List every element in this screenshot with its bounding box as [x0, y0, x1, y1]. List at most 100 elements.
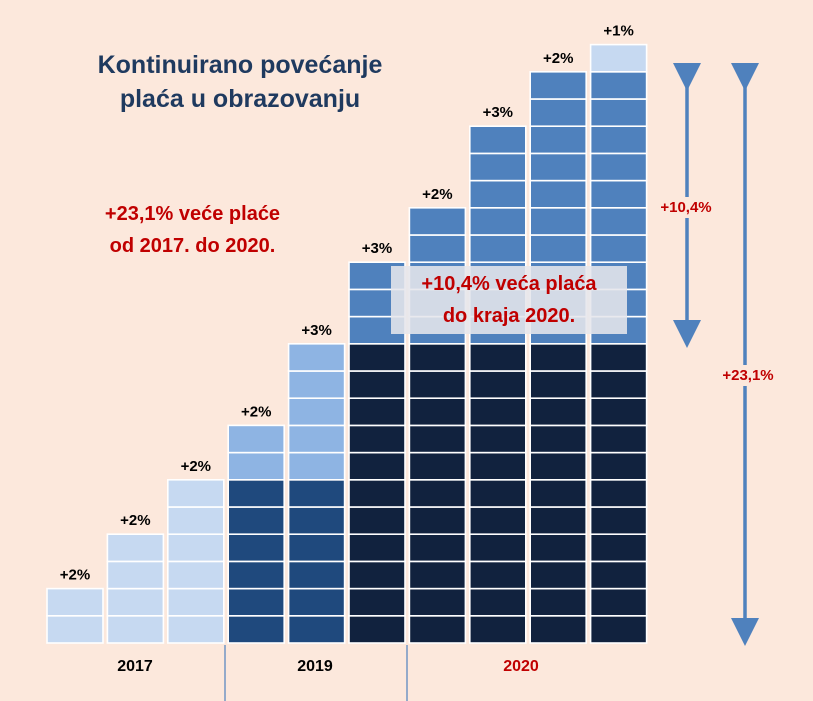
- increase-2020-note-line2: do kraja 2020.: [442, 305, 576, 327]
- bar-10-unit-19: [589, 125, 648, 155]
- increase-label-bar-7: +2%: [422, 186, 452, 203]
- bar-7-unit-10: [408, 370, 467, 400]
- bar-8-unit-18: [468, 152, 527, 182]
- bar-10-unit-4: [589, 533, 648, 563]
- bar-3-unit-5: [167, 506, 225, 536]
- bar-9-unit-16: [529, 207, 588, 236]
- increase-label-bar-1: +2%: [60, 567, 90, 584]
- bar-5-unit-9: [287, 397, 346, 427]
- bar-6-unit-6: [348, 478, 406, 508]
- increase-label-bar-5: +3%: [301, 322, 331, 339]
- bar-10-unit-16: [589, 207, 648, 236]
- bar-7-unit-9: [408, 397, 467, 427]
- bar-6-unit-11: [348, 342, 406, 372]
- arrows-group: [673, 63, 759, 646]
- bar-10-unit-5: [589, 506, 648, 536]
- bar-5-unit-4: [287, 533, 346, 563]
- bar-9-unit-7: [529, 451, 588, 481]
- bar-8-unit-6: [468, 478, 527, 508]
- total-increase-note: +23,1% veće plaće od 2017. do 2020.: [60, 198, 325, 262]
- bar-9-unit-11: [529, 342, 588, 372]
- bar-10-unit-1: [589, 614, 648, 644]
- bar-3-unit-4: [167, 533, 225, 563]
- bar-7-unit-2: [408, 587, 467, 617]
- year-label-2020: 2020: [503, 658, 539, 675]
- bar-7-unit-11: [408, 342, 467, 372]
- arrow-short-label: +10,4%: [654, 197, 718, 218]
- bar-10-unit-22: [589, 43, 648, 73]
- bar-10-unit-6: [589, 478, 648, 508]
- bar-6-unit-8: [348, 424, 406, 454]
- bar-9-unit-10: [529, 370, 588, 400]
- year-label-2017: 2017: [117, 658, 153, 675]
- bar-8-unit-5: [468, 506, 527, 536]
- bar-3-unit-6: [167, 478, 225, 508]
- bar-6-unit-10: [348, 370, 406, 400]
- bar-10-unit-17: [589, 179, 648, 209]
- increase-label-bar-9: +2%: [543, 50, 573, 67]
- bar-8-unit-2: [468, 587, 527, 617]
- bar-7-unit-1: [408, 614, 467, 644]
- bar-9-unit-6: [529, 478, 588, 508]
- bar-7-unit-7: [408, 451, 467, 481]
- bar-1-unit-2: [46, 587, 104, 617]
- increase-2020-note-line1: +10,4% veća plaća: [421, 273, 597, 295]
- bar-8-unit-10: [468, 370, 527, 400]
- bar-8-unit-7: [468, 451, 527, 481]
- bar-8-unit-11: [468, 342, 527, 372]
- bar-8-unit-4: [468, 533, 527, 563]
- bar-6-unit-7: [348, 451, 406, 481]
- bar-9-unit-8: [529, 424, 588, 454]
- bar-2-unit-1: [106, 614, 165, 644]
- bar-2-unit-4: [106, 533, 165, 563]
- bar-8-unit-3: [468, 560, 527, 590]
- bar-10-unit-7: [589, 451, 648, 481]
- increase-label-bar-2: +2%: [120, 512, 150, 529]
- bar-4-unit-8: [227, 424, 285, 454]
- bar-9-unit-5: [529, 506, 588, 536]
- bar-2-unit-2: [106, 587, 165, 617]
- bar-5-unit-8: [287, 424, 346, 454]
- bar-4-unit-1: [227, 614, 285, 644]
- bar-4-unit-6: [227, 478, 285, 508]
- bar-9-unit-19: [529, 125, 588, 155]
- bar-9-unit-1: [529, 614, 588, 644]
- bar-10-unit-8: [589, 424, 648, 454]
- increase-label-bar-10: +1%: [603, 23, 633, 40]
- bar-5-unit-2: [287, 587, 346, 617]
- bar-5-unit-10: [287, 370, 346, 400]
- bar-10-unit-15: [589, 234, 648, 264]
- bar-5-unit-3: [287, 560, 346, 590]
- bar-10-unit-10: [589, 370, 648, 400]
- bar-9-unit-17: [529, 179, 588, 209]
- bar-10-unit-11: [589, 342, 648, 372]
- chart-title: Kontinuirano povećanje plaća u obrazovan…: [40, 48, 440, 116]
- bar-10-unit-21: [589, 71, 648, 100]
- bar-8-unit-1: [468, 614, 527, 644]
- bar-7-unit-4: [408, 533, 467, 563]
- bar-9-unit-3: [529, 560, 588, 590]
- bar-8-unit-17: [468, 179, 527, 209]
- bar-3-unit-3: [167, 560, 225, 590]
- bar-8-unit-9: [468, 397, 527, 427]
- chart-title-line1: Kontinuirano povećanje: [97, 51, 383, 79]
- bar-10-unit-3: [589, 560, 648, 590]
- bar-4-unit-4: [227, 533, 285, 563]
- bar-7-unit-5: [408, 506, 467, 536]
- bar-5-unit-7: [287, 451, 346, 481]
- bar-10-unit-18: [589, 152, 648, 182]
- chart-title-line2: plaća u obrazovanju: [119, 85, 361, 113]
- bar-4-unit-3: [227, 560, 285, 590]
- year-separators: [224, 645, 408, 701]
- bar-7-unit-15: [408, 234, 467, 264]
- bar-6-unit-4: [348, 533, 406, 563]
- bar-9-unit-2: [529, 587, 588, 617]
- bar-7-unit-6: [408, 478, 467, 508]
- bar-5-unit-6: [287, 478, 346, 508]
- bar-5-unit-5: [287, 506, 346, 536]
- bar-6-unit-1: [348, 614, 406, 644]
- bar-5-unit-11: [287, 342, 346, 372]
- increase-2020-note: +10,4% veća plaća do kraja 2020.: [391, 266, 627, 334]
- bar-9-unit-4: [529, 533, 588, 563]
